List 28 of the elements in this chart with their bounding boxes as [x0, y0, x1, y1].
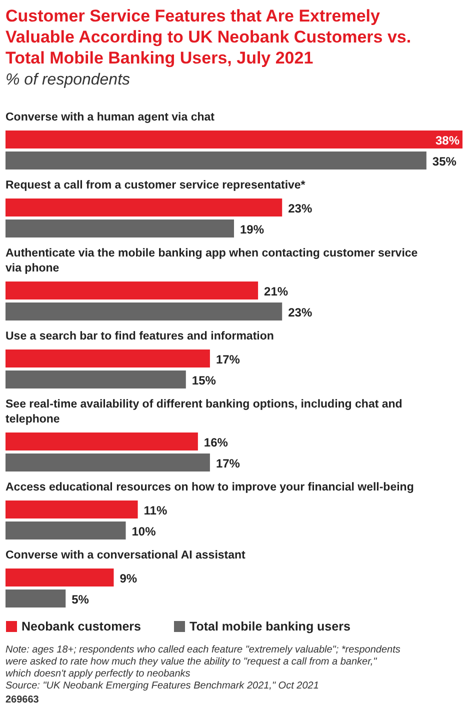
y-tick-label: Access educational resources on how to improve your financial well-being [6, 482, 414, 494]
text: 269663 [6, 694, 40, 706]
data-label: 5% [72, 592, 90, 606]
data-label: 38% [435, 134, 460, 148]
chart-subtitle: % of respondents [6, 72, 130, 88]
data-label: 16% [204, 436, 228, 450]
data-label: 17% [216, 456, 240, 470]
y-tick-label: Use a search bar to find features and information [6, 330, 274, 342]
y-tick-label: Authenticate via the mobile banking app when contacting customer service via phone [6, 248, 418, 274]
y-tick-label: Request a call from a customer service representative* [6, 180, 306, 192]
y-tick-label: Converse with a conversational AI assistant [6, 550, 246, 562]
data-label: 23% [288, 202, 312, 216]
y-tick-label: See real-time availability of different banking options, including chat and telephone [6, 398, 402, 426]
legend-label: Neobank customers [22, 620, 142, 634]
y-tick-label: Converse with a human agent via chat [6, 112, 215, 124]
data-label: 15% [192, 374, 216, 388]
data-label: 35% [432, 154, 457, 168]
source-note: Source: "UK Neobank Emerging Features Benchmark 2021," Oct 2021 [6, 680, 319, 692]
data-label: 23% [288, 306, 312, 320]
data-label: 21% [264, 284, 288, 298]
chart-title: Customer Service Features that Are Extremely Valuable According to UK Neobank Customers vs. Total Mobile Banking Users, July 2021 [6, 6, 412, 68]
data-label: 19% [240, 222, 264, 236]
text: Note: ages 18+; respondents who called each feature "extremely valuable"; *respondents were asked to rate how much they value the ability to "request a call from a banker," which doesn't apply perfectly to neobanks [6, 644, 400, 680]
data-label: 9% [120, 572, 138, 586]
data-label: 11% [144, 504, 168, 518]
legend-label: Total mobile banking users [190, 620, 350, 634]
data-label: 17% [216, 352, 240, 366]
data-label: 10% [132, 524, 156, 538]
